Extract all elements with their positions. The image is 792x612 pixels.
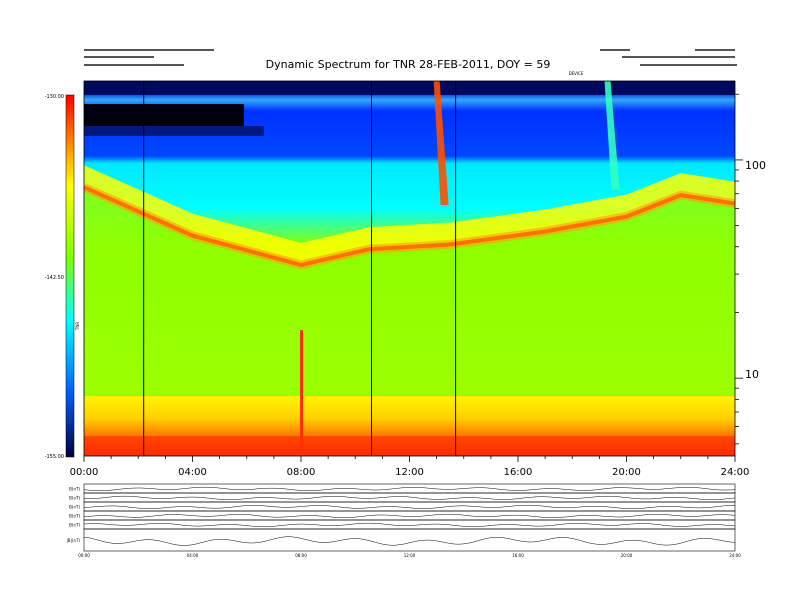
mag-trace (83, 486, 736, 491)
header-info-right (600, 49, 737, 66)
x-tick-label: 00:00 (70, 467, 99, 478)
header-info-left (84, 49, 214, 66)
mag-panel-label: |B|(nT) (66, 538, 80, 543)
x-tick-label: 08:00 (287, 467, 316, 478)
green-band (84, 187, 735, 396)
panel-x-tick-label: 08:00 (295, 553, 307, 558)
colorbar: -130.00 -142.50 -155.00 TNR (45, 94, 80, 460)
colorbar-unit-label: TNR (75, 322, 80, 331)
mag-panel-label: B(nT) (69, 496, 80, 501)
y-tick-10: 10 (745, 368, 759, 381)
mag-panel (83, 528, 736, 552)
burst-ridge-glow (84, 183, 735, 270)
x-tick-label: 24:00 (721, 467, 750, 478)
mag-trace (83, 504, 736, 509)
vertical-markers (143, 81, 457, 456)
type-iii-bursts (433, 81, 620, 205)
panel-x-tick-label: 04:00 (187, 553, 199, 558)
y-tick-100: 100 (745, 159, 766, 172)
x-tick-label: 12:00 (395, 467, 424, 478)
type-iii-burst (604, 81, 620, 190)
chart-title: Dynamic Spectrum for TNR 28-FEB-2011, DO… (266, 58, 551, 71)
mag-trace (84, 495, 736, 500)
receiver-label: DEVICE (569, 71, 584, 76)
yellow-band (84, 165, 735, 265)
colorbar-tick-mid: -142.50 (45, 275, 64, 281)
type-iii-burst (433, 81, 449, 205)
y-axis-right: 100 10 (735, 93, 766, 445)
magnetometer-panels: B(nT) B(nT) B(nT) B(nT) B(nT) |B|(nT) 00:00 04:… (66, 483, 741, 558)
mag-panel-label: B(nT) (69, 514, 80, 519)
colorbar-tick-bottom: -155.00 (45, 454, 64, 460)
mag-panel-label: B(nT) (69, 505, 80, 510)
mag-panel-label: B(nT) (69, 523, 80, 528)
spectrogram (84, 81, 735, 456)
panel-x-tick-label: 12:00 (404, 553, 416, 558)
mag-trace (83, 513, 736, 518)
panel-x-tick-label: 20:00 (621, 553, 633, 558)
mag-trace (83, 536, 736, 546)
x-axis: 00:00 04:00 08:00 12:00 16:00 20:00 24:00 (70, 456, 750, 478)
x-tick-label: 20:00 (612, 467, 641, 478)
spike-0800 (300, 330, 303, 456)
mag-panel (83, 519, 736, 530)
panel-x-tick-label: 00:00 (78, 553, 90, 558)
colorbar-tick-top: -130.00 (45, 94, 64, 100)
mag-panel-label: B(nT) (69, 487, 80, 492)
panel-x-tick-label: 16:00 (512, 553, 524, 558)
x-tick-label: 04:00 (178, 467, 207, 478)
panel-x-tick-label: 24:00 (729, 553, 741, 558)
mag-trace (83, 522, 736, 527)
x-tick-label: 16:00 (504, 467, 533, 478)
